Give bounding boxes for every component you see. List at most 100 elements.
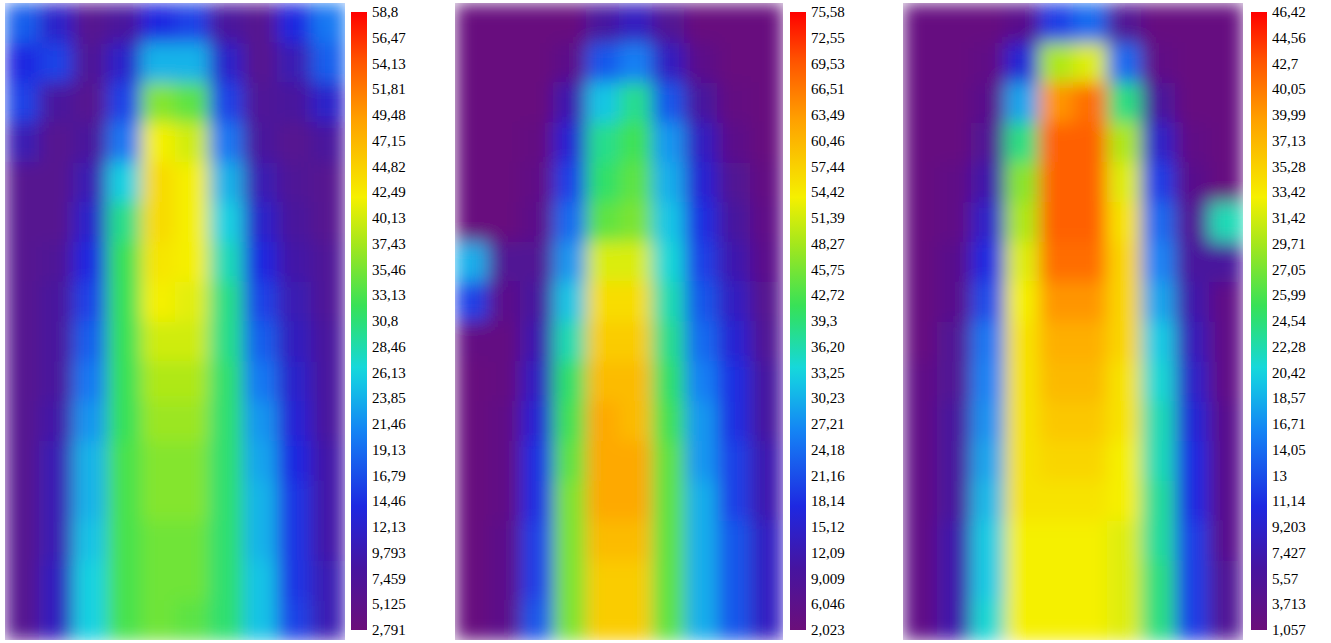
cell <box>1005 162 1040 203</box>
cell <box>39 401 74 442</box>
cell <box>937 282 972 323</box>
cell <box>1073 322 1108 363</box>
cell <box>1209 322 1243 363</box>
cell <box>175 162 210 203</box>
cell <box>175 521 210 562</box>
cell <box>619 361 653 402</box>
cell <box>73 202 108 243</box>
cell <box>1141 242 1176 283</box>
colorbar-tick-label: 14,46 <box>372 493 406 509</box>
cell <box>5 560 40 601</box>
cell <box>209 3 244 44</box>
cell <box>5 83 40 124</box>
cell <box>1039 122 1074 163</box>
colorbar-tick-label: 54,13 <box>372 56 406 72</box>
cell <box>311 481 345 522</box>
cell <box>243 521 278 562</box>
colorbar <box>1251 12 1267 630</box>
cell <box>277 401 312 442</box>
cell <box>619 3 653 44</box>
cell <box>553 361 587 402</box>
cell <box>277 162 312 203</box>
cell <box>903 361 938 402</box>
cell <box>488 322 522 363</box>
colorbar-tick-label: 19,13 <box>372 442 406 458</box>
cell <box>1175 122 1210 163</box>
cell <box>5 282 40 323</box>
cell <box>5 202 40 243</box>
cell <box>73 83 108 124</box>
cell <box>141 322 176 363</box>
cell <box>586 521 620 562</box>
cell <box>1005 242 1040 283</box>
cell <box>209 122 244 163</box>
cell <box>107 441 142 482</box>
cell <box>277 600 312 640</box>
cell <box>619 401 653 442</box>
cell <box>586 3 620 44</box>
colorbar-tick-label: 63,49 <box>811 107 845 123</box>
cell <box>1209 600 1243 640</box>
colorbar-tick-label: 9,793 <box>372 545 406 561</box>
colorbar-tick-label: 12,13 <box>372 519 406 535</box>
cell <box>750 122 783 163</box>
cell <box>521 401 555 442</box>
cell <box>750 361 783 402</box>
cell <box>455 202 489 243</box>
cell <box>175 242 210 283</box>
cell <box>277 3 312 44</box>
cell <box>521 481 555 522</box>
cell <box>311 282 345 323</box>
cell <box>488 3 522 44</box>
cell <box>903 162 938 203</box>
cell <box>73 521 108 562</box>
cell <box>455 43 489 84</box>
colorbar-tick-label: 22,28 <box>1272 339 1306 355</box>
cell <box>685 600 719 640</box>
cell <box>1175 441 1210 482</box>
cell <box>750 3 783 44</box>
cell <box>141 361 176 402</box>
colorbar <box>351 12 367 630</box>
cell <box>1107 481 1142 522</box>
cell <box>1141 481 1176 522</box>
cell <box>1209 441 1243 482</box>
cell <box>971 202 1006 243</box>
cell <box>717 122 751 163</box>
cell <box>553 600 587 640</box>
cell <box>619 43 653 84</box>
cell <box>903 600 938 640</box>
cell <box>1107 600 1142 640</box>
cell <box>971 122 1006 163</box>
cell <box>652 43 686 84</box>
cell <box>141 481 176 522</box>
cell <box>141 282 176 323</box>
cell <box>685 242 719 283</box>
cell <box>1005 401 1040 442</box>
cell <box>1141 282 1176 323</box>
cell <box>311 43 345 84</box>
cell <box>1039 43 1074 84</box>
cell <box>1175 3 1210 44</box>
cell <box>141 600 176 640</box>
cell <box>937 83 972 124</box>
colorbar-tick-label: 37,13 <box>1272 133 1306 149</box>
cell <box>209 202 244 243</box>
cell <box>1175 83 1210 124</box>
cell <box>586 481 620 522</box>
colorbar-tick-label: 20,42 <box>1272 365 1306 381</box>
cell <box>73 441 108 482</box>
cell <box>1141 162 1176 203</box>
cell <box>937 122 972 163</box>
colorbar-tick-label: 11,14 <box>1272 493 1306 509</box>
colorbar-tick-label: 13 <box>1272 468 1287 484</box>
cell <box>1005 322 1040 363</box>
cell <box>1107 83 1142 124</box>
cell <box>903 521 938 562</box>
cell <box>39 43 74 84</box>
cell <box>971 600 1006 640</box>
cell <box>107 481 142 522</box>
colorbar-tick-label: 5,125 <box>372 596 406 612</box>
cell <box>1073 3 1108 44</box>
cell <box>1175 282 1210 323</box>
